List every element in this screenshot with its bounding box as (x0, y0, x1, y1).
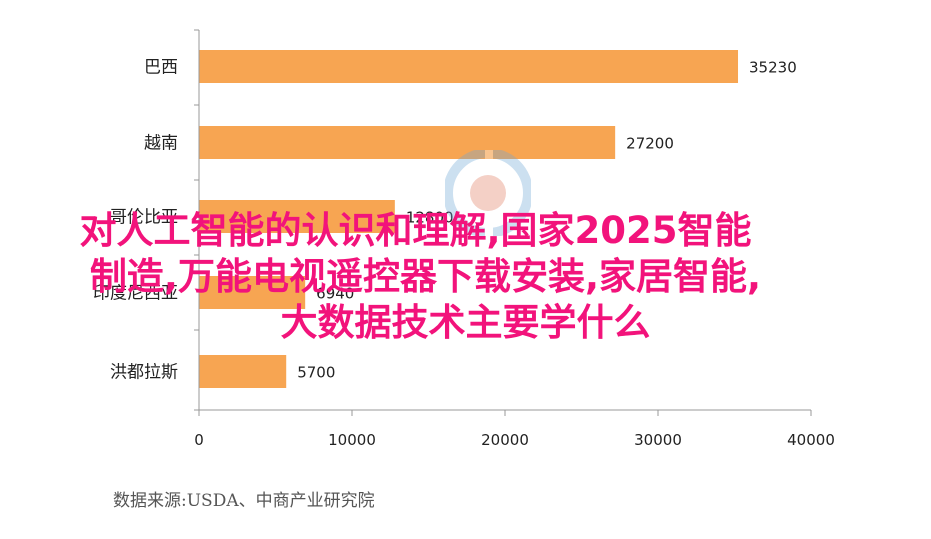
bar-2 (199, 200, 395, 233)
bar-0 (199, 50, 739, 83)
x-tick-label-4: 40000 (787, 431, 835, 449)
x-tick-label-2: 20000 (481, 431, 529, 449)
data-label-0: 35230 (749, 59, 797, 77)
data-label-1: 27200 (626, 135, 674, 153)
bar-4 (199, 355, 287, 388)
askci-logo-icon (445, 150, 531, 236)
bar-1 (199, 126, 616, 159)
overlay-text-line-1: 对人工智能的认识和理解,国家2025智能 (79, 209, 752, 252)
bars-group: 35230 巴西 27200 越南 12800 哥伦比亚 6940 印度尼西亚 5700 洪都拉斯 (93, 50, 797, 388)
category-label-0: 巴西 (144, 58, 178, 78)
source-caption: 数据来源:USDA、中商产业研究院 (113, 491, 375, 511)
x-tick-label-1: 10000 (328, 431, 376, 449)
data-label-4: 5700 (297, 364, 335, 382)
category-label-1: 越南 (144, 134, 178, 154)
data-label-3: 6940 (316, 285, 354, 303)
x-tick-label-0: 0 (194, 431, 204, 449)
x-tick-label-3: 30000 (634, 431, 682, 449)
bar-3 (199, 276, 306, 309)
data-label-2: 12800 (406, 209, 454, 227)
category-label-2: 哥伦比亚 (110, 208, 178, 228)
category-label-3: 印度尼西亚 (93, 284, 178, 304)
axes-group: 0 10000 20000 30000 40000 (194, 29, 835, 449)
overlay-text-line-3: 大数据技术主要学什么 (280, 301, 651, 344)
overlay-text-line-2: 制造,万能电视遥控器下载安装,家居智能, (89, 255, 762, 298)
category-label-4: 洪都拉斯 (110, 363, 178, 383)
